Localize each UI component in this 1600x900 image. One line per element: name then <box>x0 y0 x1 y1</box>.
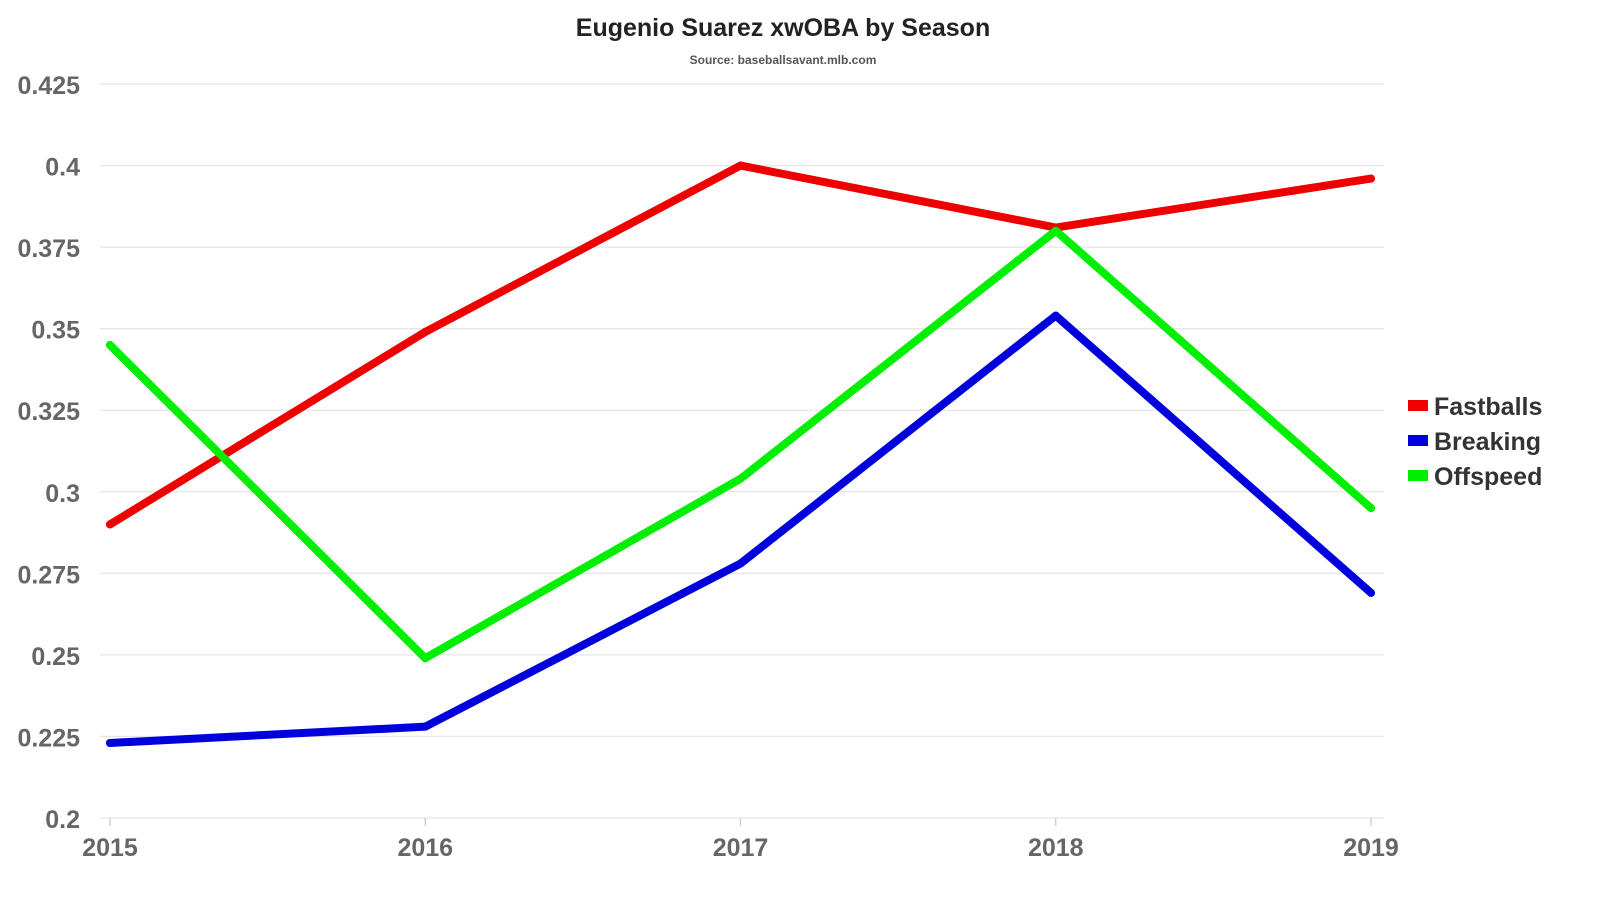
chart-title: Eugenio Suarez xwOBA by Season <box>576 14 990 42</box>
chart-subtitle: Source: baseballsavant.mlb.com <box>690 53 877 67</box>
legend-label: Fastballs <box>1434 393 1542 421</box>
legend-swatch-offspeed <box>1408 470 1428 481</box>
gridlines <box>100 83 1384 819</box>
legend: Fastballs Breaking Offspeed <box>1408 393 1542 491</box>
x-tick-label: 2016 <box>397 834 453 862</box>
y-tick-label: 0.225 <box>17 724 80 752</box>
legend-label: Breaking <box>1434 428 1541 456</box>
legend-swatch-breaking <box>1408 435 1428 446</box>
data-point-breaking <box>421 722 430 731</box>
x-tick-label: 2018 <box>1028 834 1084 862</box>
data-point-fastballs <box>1367 174 1375 183</box>
data-point-offspeed <box>736 474 745 483</box>
y-tick-label: 0.375 <box>17 235 80 263</box>
y-tick-label: 0.275 <box>17 561 80 589</box>
x-axis: 2015 2016 2017 2018 2019 <box>82 818 1399 862</box>
x-tick-label: 2015 <box>82 834 138 862</box>
y-tick-label: 0.4 <box>45 154 80 182</box>
x-tick-label: 2019 <box>1343 834 1399 862</box>
data-point-breaking <box>106 738 114 747</box>
data-point-offspeed <box>421 654 430 663</box>
data-point-breaking <box>1051 311 1060 320</box>
series-lines <box>106 161 1375 747</box>
data-point-offspeed <box>1367 504 1375 513</box>
y-tick-label: 0.325 <box>17 398 80 426</box>
data-point-breaking <box>1367 588 1375 597</box>
legend-swatch-fastballs <box>1408 400 1428 411</box>
data-point-offspeed <box>106 340 114 349</box>
data-point-breaking <box>736 559 745 568</box>
y-tick-label: 0.425 <box>17 72 80 100</box>
data-point-fastballs <box>106 520 114 529</box>
y-tick-label: 0.35 <box>31 317 80 345</box>
legend-label: Offspeed <box>1434 463 1542 491</box>
y-tick-label: 0.2 <box>45 806 80 834</box>
data-point-fastballs <box>421 327 430 336</box>
x-tick-label: 2017 <box>713 834 769 862</box>
series-line-offspeed <box>106 226 1375 663</box>
y-axis: 0.2 0.225 0.25 0.275 0.3 0.325 0.35 0.375 0.4 0.4… <box>17 72 80 834</box>
y-tick-label: 0.3 <box>45 480 80 508</box>
y-tick-label: 0.25 <box>31 643 80 671</box>
data-point-offspeed <box>1051 226 1060 235</box>
data-point-fastballs <box>736 161 745 170</box>
